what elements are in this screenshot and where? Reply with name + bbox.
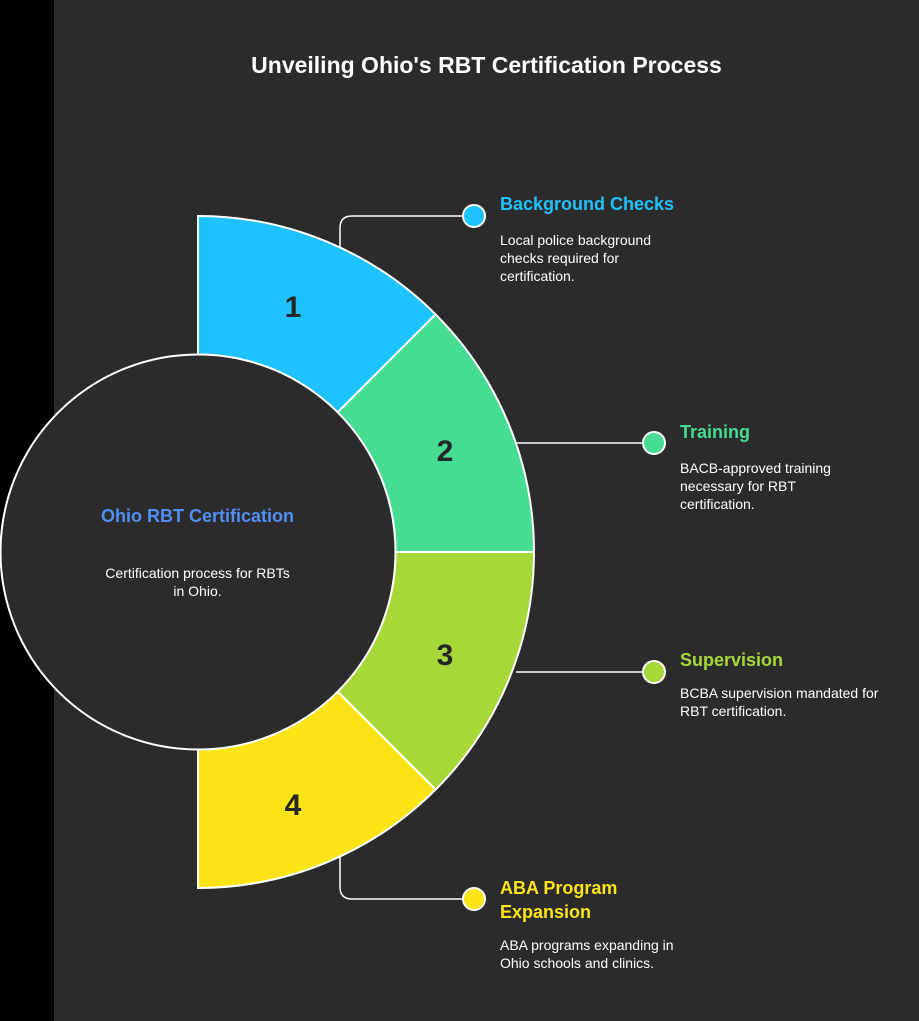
step-description-4: ABA programs expanding in Ohio schools a… xyxy=(500,937,674,971)
step-title-2: Training xyxy=(680,422,751,442)
step-title-3: Supervision xyxy=(680,650,784,670)
step-description-1: Local police background checks required … xyxy=(500,232,651,284)
segment-number-2: 2 xyxy=(437,435,454,468)
segment-number-4: 4 xyxy=(285,789,302,822)
step-description-3: BCBA supervision mandated for RBT certif… xyxy=(680,685,879,719)
step-description-2: BACB-approved training necessary for RBT… xyxy=(680,460,831,512)
segment-number-3: 3 xyxy=(437,639,454,672)
connector-dot-3 xyxy=(642,660,666,684)
connector-dot-4 xyxy=(462,887,486,911)
segment-number-1: 1 xyxy=(285,291,302,324)
step-title-1: Background Checks xyxy=(500,194,675,214)
center-description: Certification process for RBTs in Ohio. xyxy=(105,565,290,599)
page-title: Unveiling Ohio's RBT Certification Proce… xyxy=(251,52,722,78)
center-circle xyxy=(0,353,397,751)
step-title-4: ABA Program Expansion xyxy=(500,878,618,922)
center-title: Ohio RBT Certification xyxy=(101,506,294,526)
connector-dot-1 xyxy=(462,204,486,228)
connector-line-1 xyxy=(339,215,463,248)
connector-dot-2 xyxy=(642,431,666,455)
connector-line-4 xyxy=(339,856,463,900)
